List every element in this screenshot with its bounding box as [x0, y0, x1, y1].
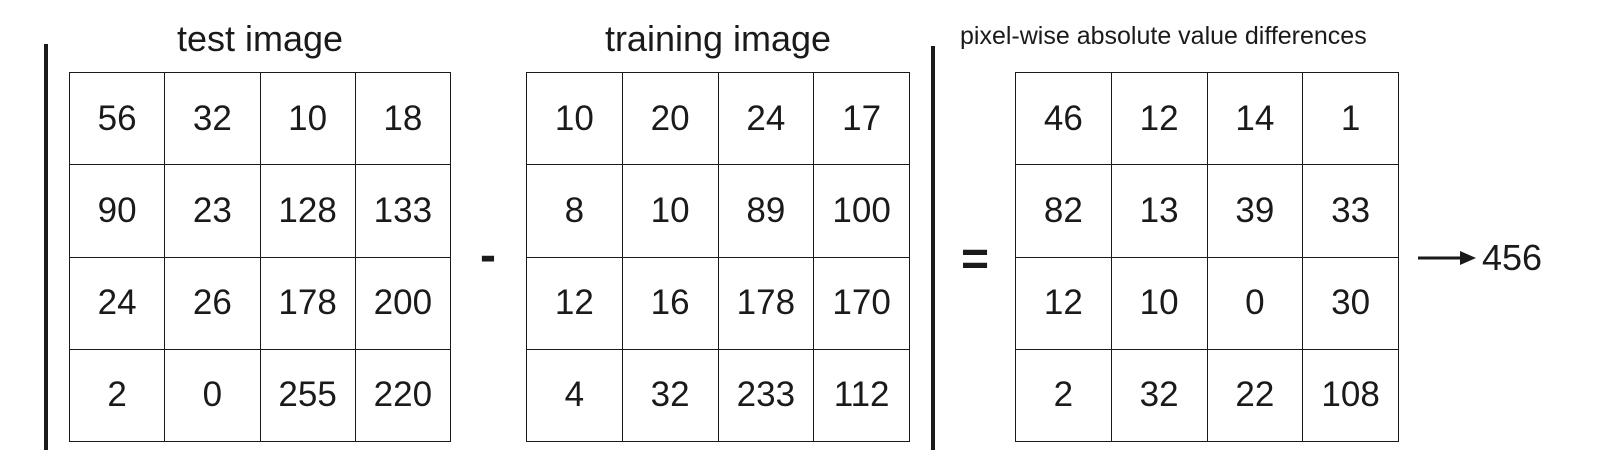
grid-cell: 56 [68, 71, 166, 166]
grid-cell: 30 [1302, 256, 1399, 350]
grid-cell: 32 [1110, 348, 1208, 443]
grid-cell: 26 [164, 256, 261, 350]
grid-row: 24 26 178 200 [68, 256, 452, 350]
grid-cell: 10 [1110, 256, 1208, 350]
grid-cell: 82 [1015, 164, 1112, 258]
grid-row: 2 32 22 108 [1015, 348, 1399, 443]
grid-cell: 10 [526, 71, 623, 166]
grid-cell: 46 [1015, 71, 1112, 166]
grid-cell: 12 [526, 256, 623, 350]
grid-cell: 90 [68, 164, 166, 258]
differences-grid: 46 12 14 1 82 13 39 33 12 10 0 30 2 32 2… [1015, 71, 1399, 443]
training-image-title: training image [604, 18, 832, 59]
grid-cell: 89 [717, 164, 815, 258]
grid-cell: 255 [259, 348, 356, 443]
grid-row: 90 23 128 133 [68, 164, 452, 258]
left-divider-bar [44, 44, 48, 450]
grid-cell: 10 [621, 164, 719, 258]
grid-row: 82 13 39 33 [1015, 164, 1399, 258]
grid-cell: 100 [813, 164, 910, 258]
grid-cell: 24 [68, 256, 166, 350]
grid-cell: 2 [68, 348, 166, 443]
grid-cell: 12 [1110, 71, 1208, 166]
grid-cell: 233 [717, 348, 815, 443]
grid-cell: 4 [526, 348, 623, 443]
grid-cell: 10 [259, 71, 356, 166]
sum-result: 456 [1482, 237, 1543, 278]
grid-row: 12 10 0 30 [1015, 256, 1399, 350]
grid-cell: 0 [1206, 256, 1304, 350]
grid-row: 46 12 14 1 [1015, 71, 1399, 166]
grid-cell: 1 [1302, 71, 1399, 166]
grid-cell: 12 [1015, 256, 1112, 350]
grid-row: 8 10 89 100 [526, 164, 910, 258]
grid-cell: 17 [813, 71, 910, 166]
grid-cell: 0 [164, 348, 261, 443]
grid-cell: 14 [1206, 71, 1304, 166]
grid-cell: 133 [354, 164, 452, 258]
middle-divider-bar [931, 46, 935, 450]
grid-row: 56 32 10 18 [68, 71, 452, 166]
grid-cell: 8 [526, 164, 623, 258]
grid-cell: 39 [1206, 164, 1304, 258]
grid-row: 4 32 233 112 [526, 348, 910, 443]
grid-cell: 108 [1302, 348, 1399, 443]
grid-cell: 32 [164, 71, 261, 166]
grid-cell: 200 [354, 256, 452, 350]
grid-cell: 112 [813, 348, 910, 443]
equals-operator: = [960, 233, 990, 286]
grid-cell: 2 [1015, 348, 1112, 443]
test-image-grid: 56 32 10 18 90 23 128 133 24 26 178 200 … [68, 71, 452, 443]
grid-cell: 178 [259, 256, 356, 350]
differences-title: pixel-wise absolute value differences [960, 22, 1367, 50]
training-image-grid: 10 20 24 17 8 10 89 100 12 16 178 170 4 … [526, 71, 910, 443]
grid-cell: 20 [621, 71, 719, 166]
grid-row: 10 20 24 17 [526, 71, 910, 166]
grid-cell: 220 [354, 348, 452, 443]
grid-cell: 23 [164, 164, 261, 258]
grid-cell: 22 [1206, 348, 1304, 443]
grid-cell: 16 [621, 256, 719, 350]
grid-cell: 33 [1302, 164, 1399, 258]
grid-cell: 170 [813, 256, 910, 350]
grid-cell: 178 [717, 256, 815, 350]
grid-cell: 32 [621, 348, 719, 443]
grid-cell: 24 [717, 71, 815, 166]
grid-row: 12 16 178 170 [526, 256, 910, 350]
grid-cell: 13 [1110, 164, 1208, 258]
minus-operator: - [480, 229, 496, 282]
grid-row: 2 0 255 220 [68, 348, 452, 443]
grid-cell: 128 [259, 164, 356, 258]
arrow-right-icon [1418, 251, 1476, 265]
test-image-title: test image [176, 18, 344, 59]
grid-cell: 18 [354, 71, 452, 166]
